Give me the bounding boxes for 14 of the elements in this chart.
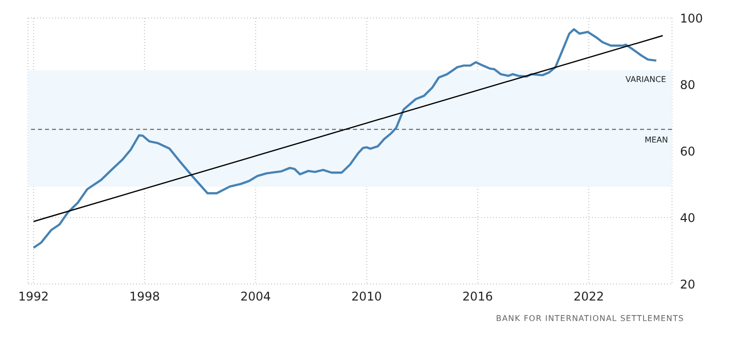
- y-tick-label: 20: [680, 277, 696, 292]
- y-tick-label: 60: [680, 144, 696, 158]
- x-tick-label: 2010: [351, 290, 382, 304]
- x-tick-label: 2022: [573, 290, 604, 304]
- ref-line-label: MEAN: [644, 135, 668, 144]
- y-tick-label: 100: [680, 11, 703, 26]
- x-tick-label: 2004: [240, 290, 271, 304]
- band-label: VARIANCE: [626, 74, 666, 84]
- y-tick-label: 80: [680, 78, 696, 92]
- y-tick-label: 40: [680, 210, 696, 225]
- x-tick-label: 1998: [129, 290, 160, 304]
- text: BANK FOR INTERNATIONAL SETTLEMENTS: [495, 314, 685, 323]
- x-tick-label: 1992: [18, 290, 49, 304]
- x-tick-label: 2016: [462, 290, 493, 304]
